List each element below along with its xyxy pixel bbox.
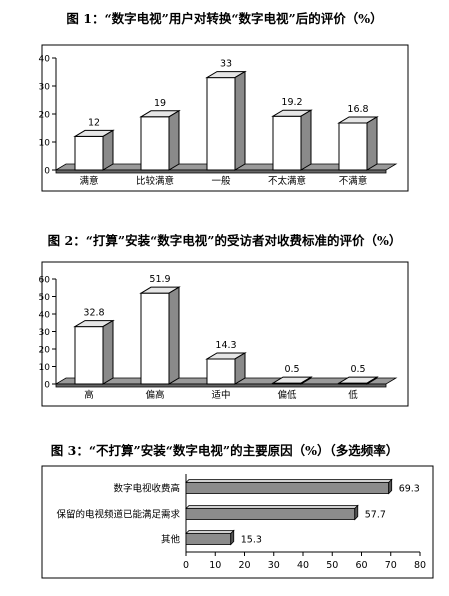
chart2-bar-side xyxy=(300,376,312,385)
chart2-y-tick-label: 40 xyxy=(39,311,51,321)
chart2-y-tick-label: 50 xyxy=(39,293,51,303)
chart2-data-label: 0.5 xyxy=(350,364,365,375)
chart1-y-tick-label: 30 xyxy=(39,83,51,93)
chart2-bar-side xyxy=(102,319,114,385)
chart1-bar-side xyxy=(300,109,312,171)
chart2-bar-side xyxy=(366,376,378,385)
chart2-bar-front xyxy=(140,292,170,385)
chart2-y-tick-label: 30 xyxy=(39,328,51,338)
chart1-category-label: 满意 xyxy=(79,175,98,187)
chart2-bar-side xyxy=(234,352,246,385)
chart2-category-label: 偏低 xyxy=(277,389,297,401)
chart3-bar-side xyxy=(230,529,235,546)
chart2-category-label: 偏高 xyxy=(145,389,164,401)
chart1-title: 图 1：“数字电视”用户对转换“数字电视”后的评价（%） xyxy=(66,11,383,26)
chart1-data-label: 16.8 xyxy=(347,104,368,115)
chart1-data-label: 12 xyxy=(88,117,100,128)
chart2-bar-side xyxy=(168,286,180,385)
chart2-category-label: 适中 xyxy=(211,389,230,401)
chart1-bar-front xyxy=(338,122,368,171)
chart2-y-tick-label: 60 xyxy=(39,276,51,286)
chart3-x-tick-label: 50 xyxy=(326,560,338,571)
chart2-data-label: 0.5 xyxy=(284,364,299,375)
chart2-y-tick-label: 0 xyxy=(44,381,50,391)
chart1-bar-side xyxy=(366,116,378,171)
chart3-x-tick-label: 80 xyxy=(414,560,426,571)
chart1-category-label: 比较满意 xyxy=(136,175,174,187)
chart2-y-tick-label: 20 xyxy=(39,346,51,356)
chart3-x-tick-label: 20 xyxy=(238,560,250,571)
chart2-data-label: 51.9 xyxy=(149,274,170,285)
chart3-bar-side xyxy=(354,504,359,521)
chart2-data-label: 32.8 xyxy=(83,308,104,319)
chart3-category-label: 其他 xyxy=(161,534,181,546)
chart3-bar-top xyxy=(185,530,235,534)
chart1-data-label: 19.2 xyxy=(281,97,302,108)
chart1-bar-side xyxy=(168,109,180,171)
chart3-bar-front xyxy=(185,482,390,494)
chart3-category-label: 保留的电视频道已能满足需求 xyxy=(56,509,180,521)
chart3-x-tick-label: 10 xyxy=(209,560,221,571)
chart1-category-label: 不太满意 xyxy=(268,175,306,187)
chart3-data-label: 69.3 xyxy=(399,484,420,495)
chart1-bar-side xyxy=(234,70,246,171)
chart1-bar-front xyxy=(272,115,302,171)
chart3-bar-front xyxy=(185,533,232,545)
chart3-x-tick-label: 60 xyxy=(355,560,367,571)
chart1-bar-side xyxy=(102,129,114,171)
chart3-bar-front xyxy=(185,508,356,520)
chart1-y-tick-label: 20 xyxy=(39,111,51,121)
chart3-x-tick-label: 70 xyxy=(385,560,397,571)
chart3-data-label: 15.3 xyxy=(241,535,262,546)
chart1-y-tick-label: 40 xyxy=(39,55,51,65)
chart2-category-label: 低 xyxy=(348,389,358,401)
chart3-bar-top xyxy=(185,479,393,483)
chart2-bar-front xyxy=(74,326,104,385)
chart2-data-label: 14.3 xyxy=(215,340,236,351)
chart1-data-label: 19 xyxy=(154,98,166,109)
chart3-bar-top xyxy=(185,505,359,509)
chart2-y-tick-label: 10 xyxy=(39,363,51,373)
chart1-bar-front xyxy=(74,135,104,171)
chart3-x-tick-label: 40 xyxy=(297,560,309,571)
chart3-data-label: 57.7 xyxy=(365,510,386,521)
chart2-title: 图 2：“打算”安装“数字电视”的受访者对收费标准的评价（%） xyxy=(47,233,402,248)
chart3-category-label: 数字电视收费高 xyxy=(113,483,180,495)
chart2-category-label: 高 xyxy=(84,389,94,401)
chart2-bar-front xyxy=(206,358,236,385)
chart1-y-tick-label: 10 xyxy=(39,139,51,149)
chart3-title: 图 3：“不打算”安装“数字电视”的主要原因（%）（多选频率） xyxy=(50,443,399,458)
chart3-x-tick-label: 30 xyxy=(268,560,280,571)
chart1-data-label: 33 xyxy=(220,59,232,70)
chart1-category-label: 一般 xyxy=(211,175,231,187)
chart1-category-label: 不满意 xyxy=(339,175,368,187)
chart1-bar-front xyxy=(140,116,170,171)
chart1-y-tick-label: 0 xyxy=(44,167,50,177)
chart3-x-tick-label: 0 xyxy=(183,560,189,571)
chart3-bar-side xyxy=(388,478,393,495)
chart1-bar-front xyxy=(206,77,236,171)
